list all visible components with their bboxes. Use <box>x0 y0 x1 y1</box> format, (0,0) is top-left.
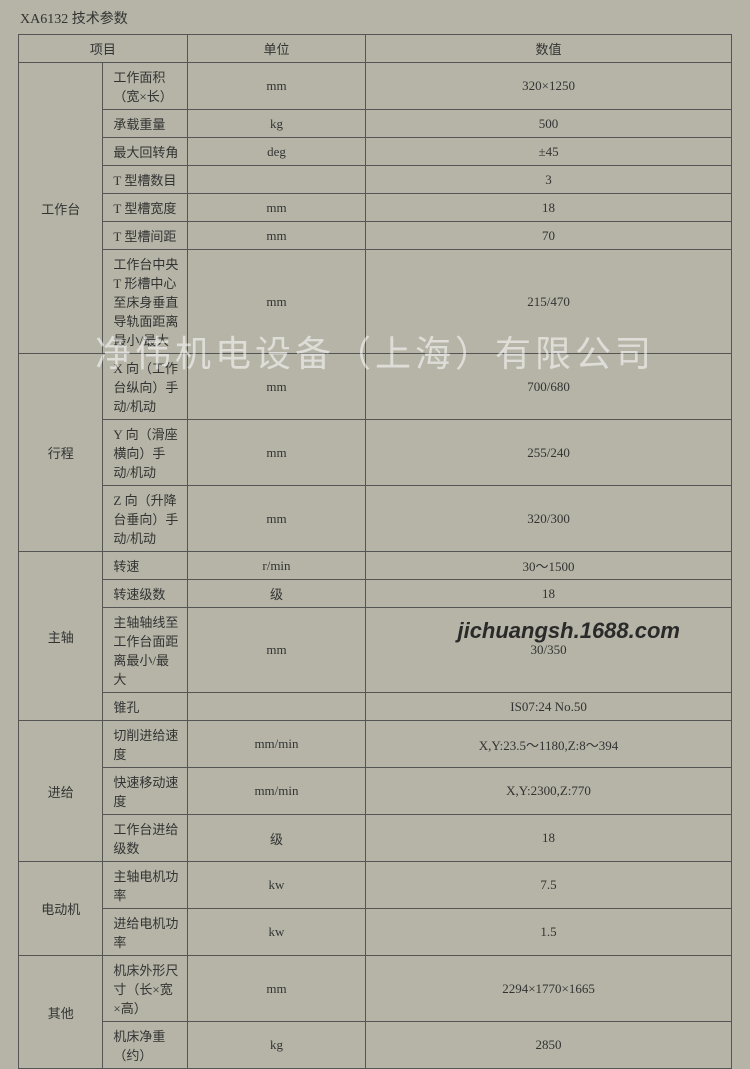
table-row: 进给电机功率kw1.5 <box>19 909 732 956</box>
table-row: T 型槽宽度mm18 <box>19 194 732 222</box>
value-cell: 3 <box>366 166 732 194</box>
unit-cell: kw <box>187 862 365 909</box>
value-cell: 500 <box>366 110 732 138</box>
table-row: 进给切削进给速度mm/minX,Y:23.5～1180,Z:8～394 <box>19 721 732 768</box>
item-cell: 最大回转角 <box>103 138 187 166</box>
unit-cell: kg <box>187 110 365 138</box>
table-row: 主轴转速r/min30～1500 <box>19 552 732 580</box>
item-cell: T 型槽宽度 <box>103 194 187 222</box>
table-row: T 型槽间距mm70 <box>19 222 732 250</box>
value-cell: 255/240 <box>366 420 732 486</box>
header-unit: 单位 <box>187 35 365 63</box>
unit-cell: mm/min <box>187 721 365 768</box>
value-cell: 70 <box>366 222 732 250</box>
value-cell: 700/680 <box>366 354 732 420</box>
item-cell: 切削进给速度 <box>103 721 187 768</box>
header-value: 数值 <box>366 35 732 63</box>
table-row: 电动机主轴电机功率kw7.5 <box>19 862 732 909</box>
unit-cell: mm <box>187 222 365 250</box>
spec-table: 项目 单位 数值 工作台工作面积（宽×长）mm320×1250承载重量kg500… <box>18 34 732 1069</box>
unit-cell: mm <box>187 420 365 486</box>
group-cell: 主轴 <box>19 552 103 721</box>
unit-cell: mm <box>187 956 365 1022</box>
value-cell: 18 <box>366 580 732 608</box>
value-cell: 18 <box>366 815 732 862</box>
unit-cell: mm <box>187 194 365 222</box>
item-cell: Z 向（升降台垂向）手动/机动 <box>103 486 187 552</box>
item-cell: 工作面积（宽×长） <box>103 63 187 110</box>
unit-cell: kw <box>187 909 365 956</box>
item-cell: 快速移动速度 <box>103 768 187 815</box>
item-cell: X 向（工作台纵向）手动/机动 <box>103 354 187 420</box>
table-row: 转速级数级18 <box>19 580 732 608</box>
table-row: 工作台进给级数级18 <box>19 815 732 862</box>
item-cell: 机床净重（约） <box>103 1022 187 1069</box>
item-cell: 进给电机功率 <box>103 909 187 956</box>
item-cell: 主轴电机功率 <box>103 862 187 909</box>
item-cell: 转速 <box>103 552 187 580</box>
unit-cell: mm <box>187 354 365 420</box>
table-row: 锥孔 IS07:24 No.50 <box>19 693 732 721</box>
value-cell: 7.5 <box>366 862 732 909</box>
item-cell: T 型槽数目 <box>103 166 187 194</box>
item-cell: 转速级数 <box>103 580 187 608</box>
table-row: 承载重量kg500 <box>19 110 732 138</box>
table-row: T 型槽数目 3 <box>19 166 732 194</box>
unit-cell: kg <box>187 1022 365 1069</box>
unit-cell <box>187 693 365 721</box>
table-row: Z 向（升降台垂向）手动/机动mm320/300 <box>19 486 732 552</box>
unit-cell: mm <box>187 486 365 552</box>
unit-cell: 级 <box>187 580 365 608</box>
value-cell: X,Y:2300,Z:770 <box>366 768 732 815</box>
unit-cell: mm <box>187 250 365 354</box>
unit-cell: r/min <box>187 552 365 580</box>
item-cell: T 型槽间距 <box>103 222 187 250</box>
unit-cell: mm <box>187 608 365 693</box>
page-title: XA6132 技术参数 <box>18 8 732 28</box>
unit-cell: deg <box>187 138 365 166</box>
value-cell: 18 <box>366 194 732 222</box>
group-cell: 工作台 <box>19 63 103 354</box>
value-cell: ±45 <box>366 138 732 166</box>
group-cell: 行程 <box>19 354 103 552</box>
unit-cell <box>187 166 365 194</box>
group-cell: 进给 <box>19 721 103 862</box>
group-cell: 其他 <box>19 956 103 1069</box>
item-cell: 机床外形尺寸（长×宽×高） <box>103 956 187 1022</box>
table-row: 快速移动速度mm/minX,Y:2300,Z:770 <box>19 768 732 815</box>
table-row: 工作台工作面积（宽×长）mm320×1250 <box>19 63 732 110</box>
table-row: Y 向（滑座横向）手动/机动mm255/240 <box>19 420 732 486</box>
item-cell: 工作台进给级数 <box>103 815 187 862</box>
item-cell: 锥孔 <box>103 693 187 721</box>
item-cell: 主轴轴线至工作台面距离最小/最大 <box>103 608 187 693</box>
value-cell: X,Y:23.5～1180,Z:8～394 <box>366 721 732 768</box>
unit-cell: 级 <box>187 815 365 862</box>
table-row: 行程X 向（工作台纵向）手动/机动mm700/680 <box>19 354 732 420</box>
item-cell: 工作台中央 T 形槽中心至床身垂直导轨面距离最小/最大 <box>103 250 187 354</box>
value-cell: 1.5 <box>366 909 732 956</box>
value-cell: 30～1500 <box>366 552 732 580</box>
header-item: 项目 <box>19 35 188 63</box>
value-cell: IS07:24 No.50 <box>366 693 732 721</box>
unit-cell: mm/min <box>187 768 365 815</box>
value-cell: 2850 <box>366 1022 732 1069</box>
value-cell: 2294×1770×1665 <box>366 956 732 1022</box>
table-row: 最大回转角deg±45 <box>19 138 732 166</box>
table-row: 工作台中央 T 形槽中心至床身垂直导轨面距离最小/最大mm215/470 <box>19 250 732 354</box>
table-row: 其他机床外形尺寸（长×宽×高）mm2294×1770×1665 <box>19 956 732 1022</box>
value-cell: 320/300 <box>366 486 732 552</box>
item-cell: 承载重量 <box>103 110 187 138</box>
table-row: 机床净重（约）kg2850 <box>19 1022 732 1069</box>
item-cell: Y 向（滑座横向）手动/机动 <box>103 420 187 486</box>
unit-cell: mm <box>187 63 365 110</box>
group-cell: 电动机 <box>19 862 103 956</box>
value-cell: 215/470 <box>366 250 732 354</box>
value-cell: 320×1250 <box>366 63 732 110</box>
header-row: 项目 单位 数值 <box>19 35 732 63</box>
footer-url: jichuangsh.1688.com <box>457 618 680 644</box>
